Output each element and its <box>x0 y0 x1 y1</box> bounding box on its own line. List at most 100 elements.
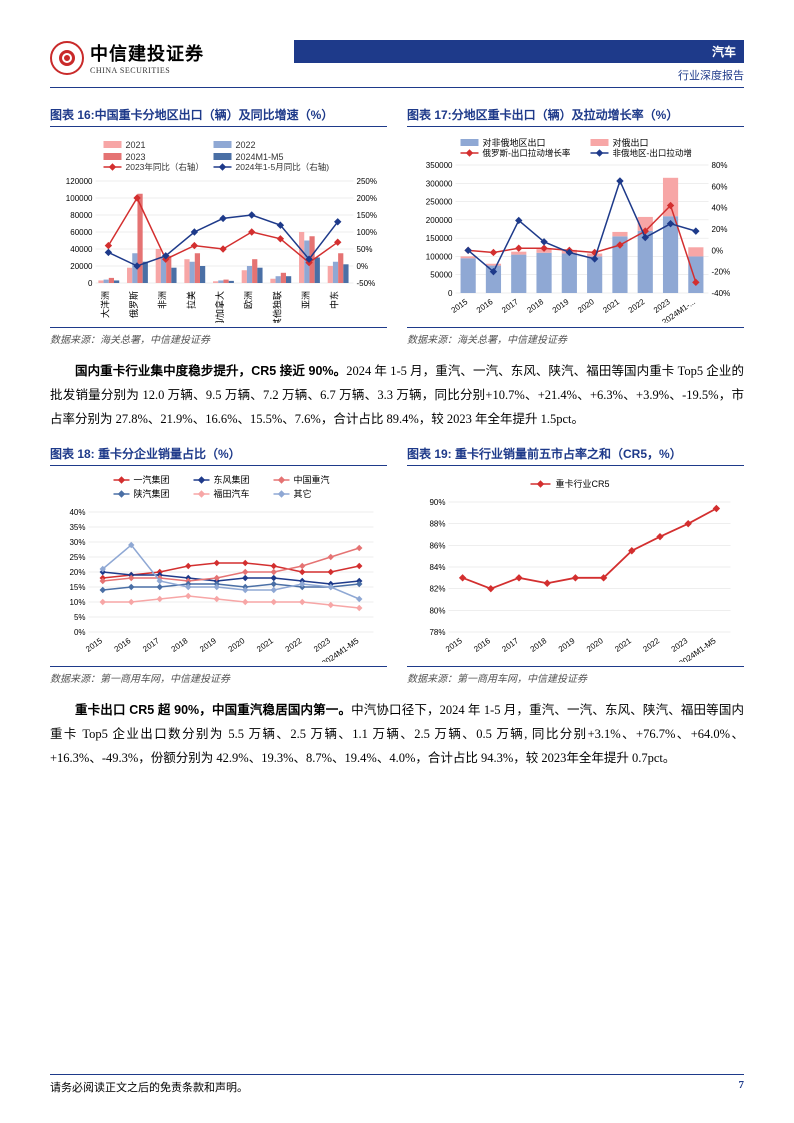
svg-text:0: 0 <box>88 279 93 288</box>
svg-text:2020: 2020 <box>585 636 605 654</box>
svg-text:中东: 中东 <box>329 291 340 309</box>
svg-text:2015: 2015 <box>450 297 470 315</box>
svg-text:78%: 78% <box>429 628 445 637</box>
svg-text:2018: 2018 <box>525 297 545 315</box>
svg-text:对非俄地区出口: 对非俄地区出口 <box>483 137 546 148</box>
svg-text:0%: 0% <box>74 628 86 637</box>
chart-19: 图表 19: 重卡行业销量前五市占率之和（CR5，%） 重卡行业CR5 78% 80… <box>407 445 744 685</box>
svg-text:2021: 2021 <box>601 297 621 315</box>
svg-text:东风集团: 东风集团 <box>214 474 250 485</box>
svg-text:2017: 2017 <box>500 636 520 654</box>
svg-text:非俄地区-出口拉动增: 非俄地区-出口拉动增 <box>613 148 692 158</box>
svg-text:其它: 其它 <box>294 488 312 499</box>
svg-text:200000: 200000 <box>426 216 453 225</box>
report-type: 行业深度报告 <box>294 67 744 83</box>
svg-text:40%: 40% <box>712 204 728 213</box>
logo-icon <box>50 41 84 75</box>
page-footer: 请务必阅读正文之后的免责条款和声明。 7 <box>50 1074 744 1095</box>
chart-19-title: 图表 19: 重卡行业销量前五市占率之和（CR5，%） <box>407 445 744 466</box>
svg-text:2023: 2023 <box>126 152 146 162</box>
svg-text:2017: 2017 <box>141 636 161 654</box>
chart-18-title: 图表 18: 重卡分企业销量占比（%） <box>50 445 387 466</box>
svg-text:90%: 90% <box>429 498 445 507</box>
svg-text:150000: 150000 <box>426 234 453 243</box>
svg-text:84%: 84% <box>429 563 445 572</box>
para1-bold: 国内重卡行业集中度稳步提升，CR5 接近 90%。 <box>75 364 346 378</box>
svg-text:30%: 30% <box>69 538 85 547</box>
svg-text:对俄出口: 对俄出口 <box>613 137 649 148</box>
svg-text:中国重汽: 中国重汽 <box>294 474 330 485</box>
svg-text:40%: 40% <box>69 508 85 517</box>
svg-text:80000: 80000 <box>70 211 93 220</box>
svg-text:15%: 15% <box>69 583 85 592</box>
svg-text:2024M1-M5: 2024M1-M5 <box>236 152 284 162</box>
svg-text:10%: 10% <box>69 598 85 607</box>
logo: 中信建投证券 CHINA SECURITIES <box>50 40 204 75</box>
svg-text:100%: 100% <box>357 228 377 237</box>
svg-text:80%: 80% <box>712 161 728 170</box>
svg-text:拉美: 拉美 <box>185 291 196 309</box>
svg-text:20%: 20% <box>69 568 85 577</box>
svg-text:其他独联: 其他独联 <box>271 291 282 323</box>
svg-text:2017: 2017 <box>500 297 520 315</box>
svg-text:250000: 250000 <box>426 198 453 207</box>
svg-text:88%: 88% <box>429 520 445 529</box>
chart-18: 图表 18: 重卡分企业销量占比（%） 一汽集团 东风集团 中国重汽陕汽集团 福田汽车… <box>50 445 387 685</box>
chart-17-source: 数据来源：海关总署，中信建投证券 <box>407 327 744 346</box>
svg-text:60000: 60000 <box>70 228 93 237</box>
chart-row-1: 图表 16:中国重卡分地区出口（辆）及同比增速（%） 2021202220232… <box>50 106 744 346</box>
svg-text:2016: 2016 <box>475 297 495 315</box>
svg-text:2022: 2022 <box>627 297 647 315</box>
svg-text:300000: 300000 <box>426 179 453 188</box>
svg-text:2019: 2019 <box>557 636 577 654</box>
svg-text:100000: 100000 <box>426 252 453 261</box>
svg-text:200%: 200% <box>357 194 377 203</box>
svg-text:82%: 82% <box>429 585 445 594</box>
para2-bold: 重卡出口 CR5 超 90%，中国重汽稳居国内第一。 <box>75 703 351 717</box>
svg-text:-40%: -40% <box>712 289 731 298</box>
svg-text:大洋洲: 大洋洲 <box>99 291 110 318</box>
svg-text:250%: 250% <box>357 177 377 186</box>
svg-text:一汽集团: 一汽集团 <box>134 474 170 485</box>
sector-label: 汽车 <box>294 40 744 63</box>
svg-text:0%: 0% <box>357 262 369 271</box>
svg-text:2020: 2020 <box>227 636 247 654</box>
svg-text:80%: 80% <box>429 607 445 616</box>
svg-text:120000: 120000 <box>66 177 93 186</box>
svg-text:2022: 2022 <box>236 140 256 150</box>
svg-text:0: 0 <box>448 289 453 298</box>
svg-text:86%: 86% <box>429 542 445 551</box>
svg-text:20%: 20% <box>712 225 728 234</box>
paragraph-2: 重卡出口 CR5 超 90%，中国重汽稳居国内第一。中汽协口径下，2024 年 … <box>50 699 744 770</box>
svg-text:重卡行业CR5: 重卡行业CR5 <box>556 478 610 489</box>
svg-text:2023: 2023 <box>670 636 690 654</box>
svg-text:-20%: -20% <box>712 268 731 277</box>
chart-16-source: 数据来源：海关总署，中信建投证券 <box>50 327 387 346</box>
svg-text:2018: 2018 <box>529 636 549 654</box>
svg-text:2016: 2016 <box>113 636 133 654</box>
chart-16-title: 图表 16:中国重卡分地区出口（辆）及同比增速（%） <box>50 106 387 127</box>
svg-text:福田汽车: 福田汽车 <box>214 488 250 499</box>
svg-text:2018: 2018 <box>170 636 190 654</box>
chart-16: 图表 16:中国重卡分地区出口（辆）及同比增速（%） 2021202220232… <box>50 106 387 346</box>
chart-19-source: 数据来源：第一商用车网，中信建投证券 <box>407 666 744 685</box>
svg-text:20000: 20000 <box>70 262 93 271</box>
svg-text:2019: 2019 <box>198 636 218 654</box>
svg-text:俄罗斯-出口拉动增长率: 俄罗斯-出口拉动增长率 <box>483 148 571 158</box>
svg-text:2024年1-5月同比（右轴): 2024年1-5月同比（右轴) <box>236 162 330 172</box>
svg-text:5%: 5% <box>74 613 86 622</box>
svg-text:非洲: 非洲 <box>157 291 168 309</box>
svg-text:2021: 2021 <box>613 636 633 654</box>
svg-text:50000: 50000 <box>430 271 453 280</box>
svg-text:2022: 2022 <box>641 636 661 654</box>
svg-text:100000: 100000 <box>66 194 93 203</box>
paragraph-1: 国内重卡行业集中度稳步提升，CR5 接近 90%。2024 年 1-5 月，重汽… <box>50 360 744 431</box>
svg-text:2023: 2023 <box>312 636 332 654</box>
svg-text:2015: 2015 <box>444 636 464 654</box>
svg-text:2023年同比（右轴）: 2023年同比（右轴） <box>126 162 204 172</box>
svg-text:陕汽集团: 陕汽集团 <box>134 488 170 499</box>
logo-text-cn: 中信建投证券 <box>90 40 204 66</box>
svg-text:2022: 2022 <box>284 636 304 654</box>
svg-text:350000: 350000 <box>426 161 453 170</box>
svg-text:亚洲: 亚洲 <box>301 291 311 309</box>
